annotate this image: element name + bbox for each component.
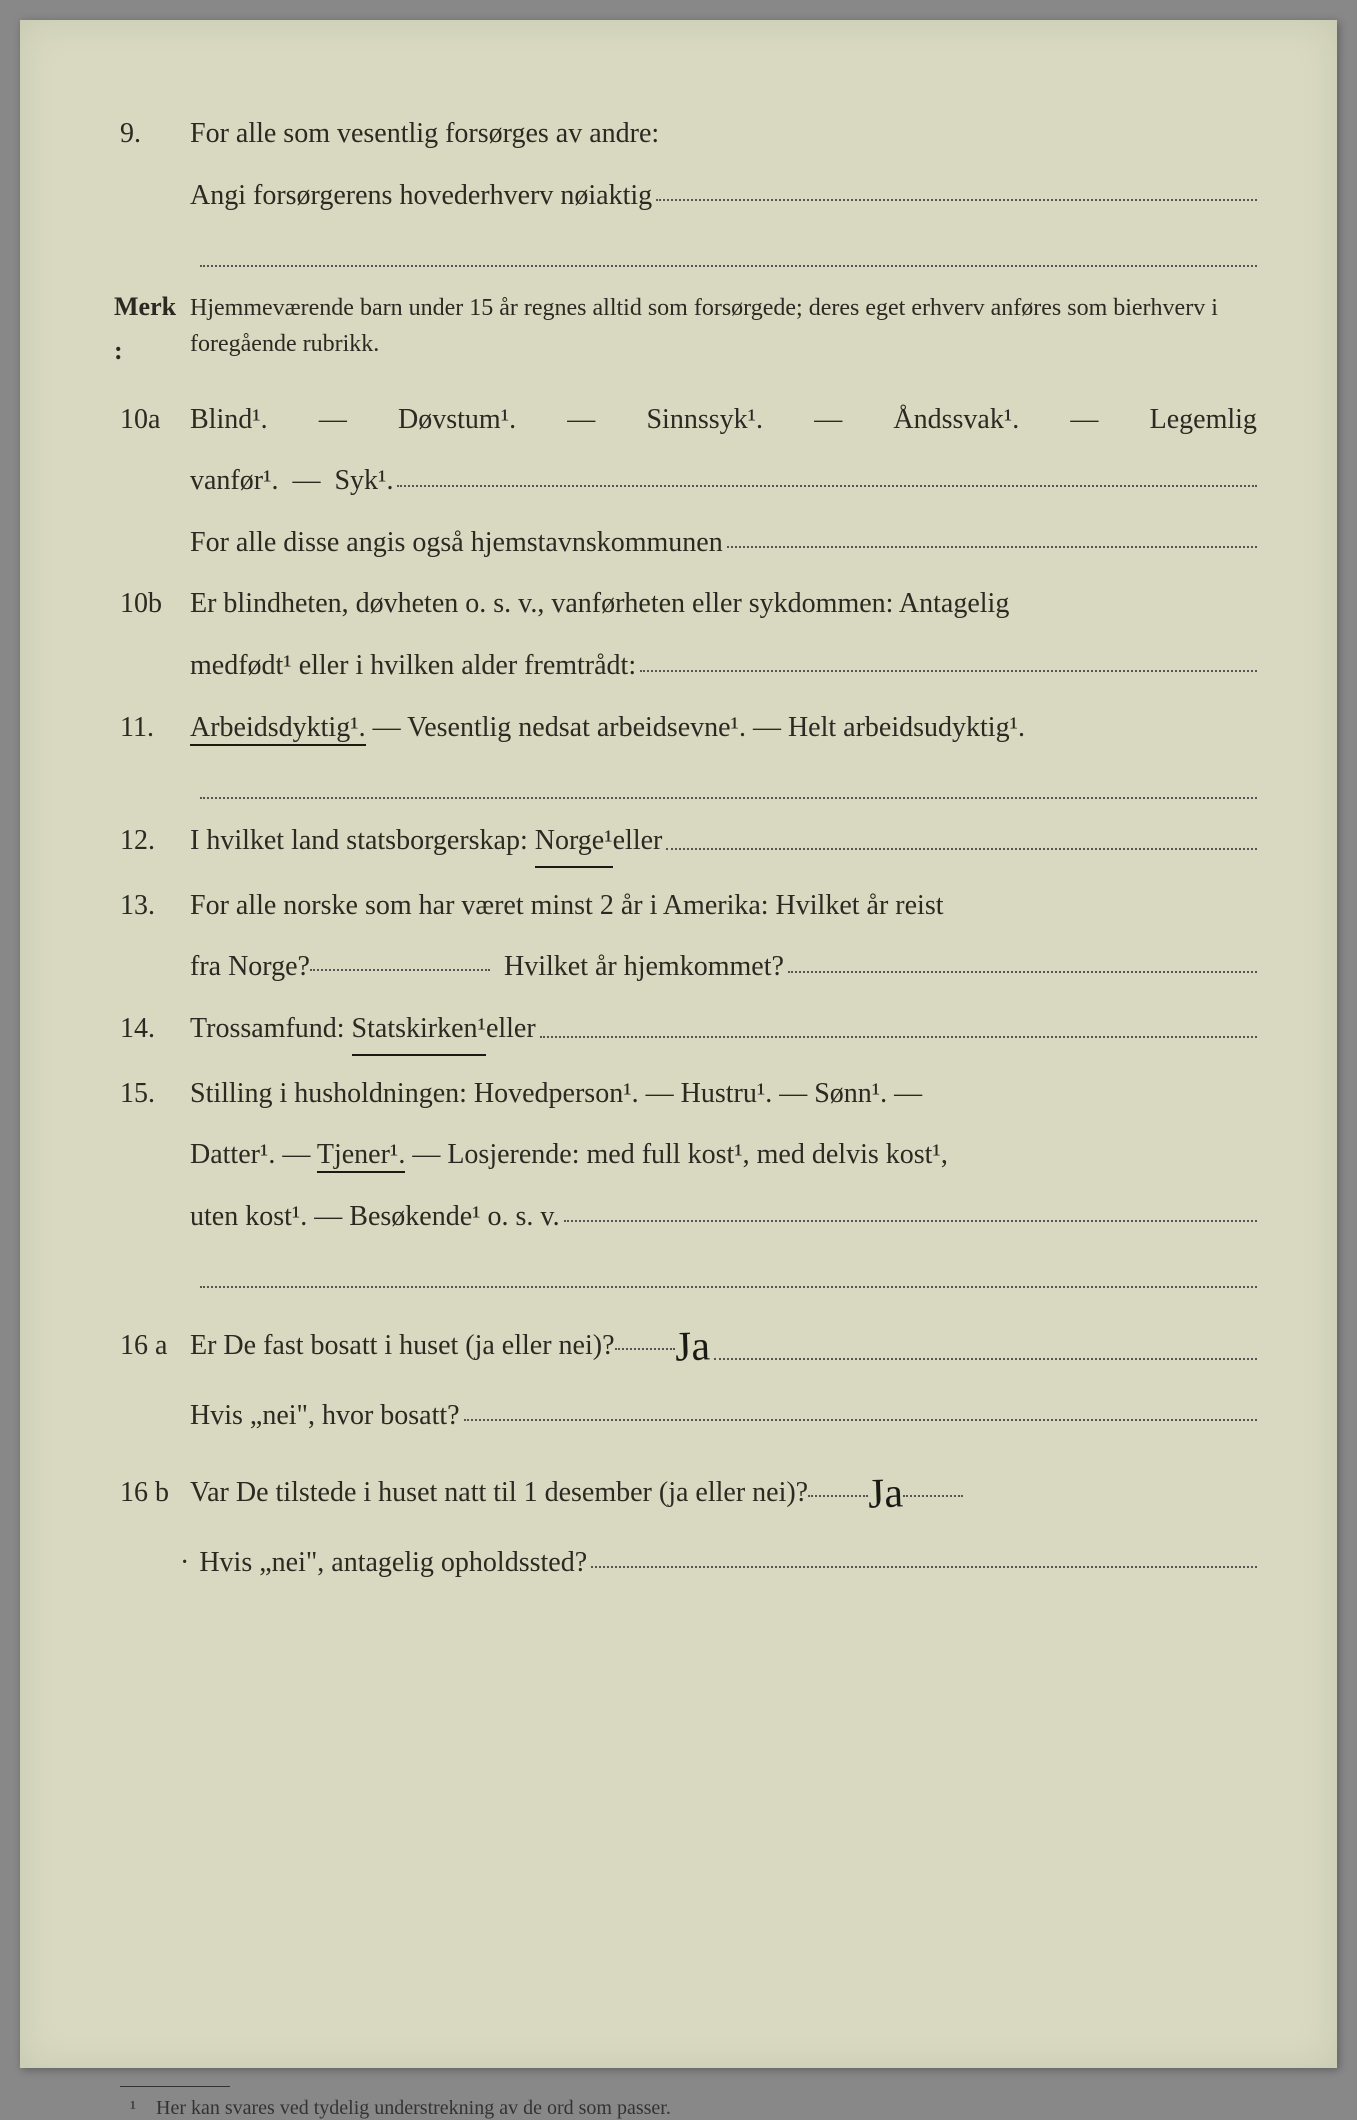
footnote-rule xyxy=(120,2086,230,2087)
q16b-row1: 16 b Var De tilstede i huset natt til 1 … xyxy=(110,1453,1257,1524)
q10a-row2: vanfør¹. — Syk¹. xyxy=(110,457,1257,505)
merk-text: Hjemmeværende barn under 15 år regnes al… xyxy=(190,290,1257,362)
q15-row1: 15. Stilling i husholdningen: Hovedperso… xyxy=(110,1070,1257,1118)
q12-pre: I hvilket land statsborgerskap: xyxy=(190,817,528,865)
q15-line1: Stilling i husholdningen: Hovedperson¹. … xyxy=(190,1070,1257,1118)
q9-row1: 9. For alle som vesentlig forsørges av a… xyxy=(110,110,1257,158)
q10a-opt4: Åndssvak¹. xyxy=(893,396,1019,444)
blank-line xyxy=(656,199,1257,201)
q9-num: 9. xyxy=(110,110,190,158)
q15-num: 15. xyxy=(110,1070,190,1118)
q16b-line2: Hvis „nei", antagelig opholdssted? xyxy=(199,1539,587,1587)
blank-line xyxy=(310,969,490,971)
divider-line xyxy=(200,765,1257,799)
q10b-line1: Er blindheten, døvheten o. s. v., vanfør… xyxy=(190,580,1257,628)
q14-post: eller xyxy=(486,1005,536,1053)
q11-num: 11. xyxy=(110,704,190,752)
q10a-opt2: Døvstum¹. xyxy=(398,396,516,444)
q16b-line1: Var De tilstede i huset natt til 1 desem… xyxy=(190,1469,808,1517)
footnote: ¹ Her kan svares ved tydelig understrekn… xyxy=(110,2097,1257,2120)
q12-num: 12. xyxy=(110,817,190,865)
q16a-row1: 16 a Er De fast bosatt i huset (ja eller… xyxy=(110,1306,1257,1377)
q16a-num: 16 a xyxy=(110,1322,190,1370)
q15-losjerende: — Losjerende: med full kost¹, med delvis… xyxy=(405,1139,948,1170)
blank-line xyxy=(714,1358,1258,1360)
q10a-opt1: Blind¹. xyxy=(190,396,268,444)
q12-row: 12. I hvilket land statsborgerskap: Norg… xyxy=(110,817,1257,868)
blank-line xyxy=(540,1036,1257,1038)
q16b-num: 16 b xyxy=(110,1469,190,1517)
blank-line xyxy=(788,971,1257,973)
q15-row2: Datter¹. — Tjener¹. — Losjerende: med fu… xyxy=(110,1131,1257,1179)
q13-franorge: fra Norge? xyxy=(190,943,310,991)
q13-line1: For alle norske som har været minst 2 år… xyxy=(190,882,1257,930)
merk-row: Merk : Hjemmeværende barn under 15 år re… xyxy=(110,285,1257,373)
q9-line1: For alle som vesentlig forsørges av andr… xyxy=(190,110,1257,158)
divider-line xyxy=(200,1254,1257,1288)
q10b-row2: medfødt¹ eller i hvilken alder fremtrådt… xyxy=(110,642,1257,690)
q16a-row2: Hvis „nei", hvor bosatt? xyxy=(110,1392,1257,1440)
q16b-row2: · Hvis „nei", antagelig opholdssted? xyxy=(110,1539,1257,1587)
q10a-hjemstavn: For alle disse angis også hjemstavnskomm… xyxy=(190,519,723,567)
q10b-row1: 10b Er blindheten, døvheten o. s. v., va… xyxy=(110,580,1257,628)
q14-num: 14. xyxy=(110,1005,190,1053)
blank-line xyxy=(464,1419,1257,1421)
census-form-page: 9. For alle som vesentlig forsørges av a… xyxy=(20,20,1337,2068)
q9-row2: Angi forsørgerens hovederhverv nøiaktig xyxy=(110,172,1257,220)
q10b-num: 10b xyxy=(110,580,190,628)
blank-line xyxy=(564,1220,1257,1222)
q14-pre: Trossamfund: xyxy=(190,1005,345,1053)
q10a-vanfor: vanfør¹. xyxy=(190,457,278,505)
q15-row3: uten kost¹. — Besøkende¹ o. s. v. xyxy=(110,1193,1257,1241)
q10a-row3: For alle disse angis også hjemstavnskomm… xyxy=(110,519,1257,567)
blank-line xyxy=(615,1348,675,1350)
q16b-answer: Ja xyxy=(867,1459,904,1532)
merk-label: Merk : xyxy=(110,285,190,373)
q13-num: 13. xyxy=(110,882,190,930)
footnote-text: Her kan svares ved tydelig understreknin… xyxy=(156,2097,671,2119)
q10a-opt5: Legemlig xyxy=(1150,396,1257,444)
q10a-opt3: Sinnssyk¹. xyxy=(646,396,763,444)
blank-line xyxy=(591,1566,1257,1568)
q16a-answer: Ja xyxy=(673,1312,710,1385)
q10a-num: 10a xyxy=(110,396,190,444)
q11-row: 11. Arbeidsdyktig¹. — Vesentlig nedsat a… xyxy=(110,704,1257,752)
q13-hjemkommet: Hvilket år hjemkommet? xyxy=(504,943,784,991)
blank-line xyxy=(727,546,1257,548)
q10a-row1: 10a Blind¹. — Døvstum¹. — Sinnssyk¹. — Å… xyxy=(110,396,1257,444)
footnote-marker: ¹ xyxy=(130,2097,136,2119)
q9-line2: Angi forsørgerens hovederhverv nøiaktig xyxy=(190,172,652,220)
blank-line xyxy=(397,485,1257,487)
q10a-syk: Syk¹. xyxy=(334,457,393,505)
q14-underlined: Statskirken¹ xyxy=(352,1005,486,1056)
q15-underlined: Tjener¹. xyxy=(317,1139,405,1173)
blank-line xyxy=(903,1495,963,1497)
q11-rest: — Vesentlig nedsat arbeidsevne¹. — Helt … xyxy=(366,712,1025,743)
blank-line xyxy=(640,670,1257,672)
q16a-line1: Er De fast bosatt i huset (ja eller nei)… xyxy=(190,1322,615,1370)
q16a-line2: Hvis „nei", hvor bosatt? xyxy=(190,1392,460,1440)
q10b-line2: medfødt¹ eller i hvilken alder fremtrådt… xyxy=(190,642,636,690)
q13-row1: 13. For alle norske som har været minst … xyxy=(110,882,1257,930)
blank-line xyxy=(808,1495,868,1497)
q13-row2: fra Norge? Hvilket år hjemkommet? xyxy=(110,943,1257,991)
divider-line xyxy=(200,233,1257,267)
q11-underlined: Arbeidsdyktig¹. xyxy=(190,712,366,746)
blank-line xyxy=(666,848,1257,850)
q15-line3: uten kost¹. — Besøkende¹ o. s. v. xyxy=(190,1193,560,1241)
q12-underlined: Norge¹ xyxy=(535,817,613,868)
q15-datter: Datter¹. — xyxy=(190,1139,317,1170)
q14-row: 14. Trossamfund: Statskirken¹ eller xyxy=(110,1005,1257,1056)
q12-post: eller xyxy=(613,817,663,865)
